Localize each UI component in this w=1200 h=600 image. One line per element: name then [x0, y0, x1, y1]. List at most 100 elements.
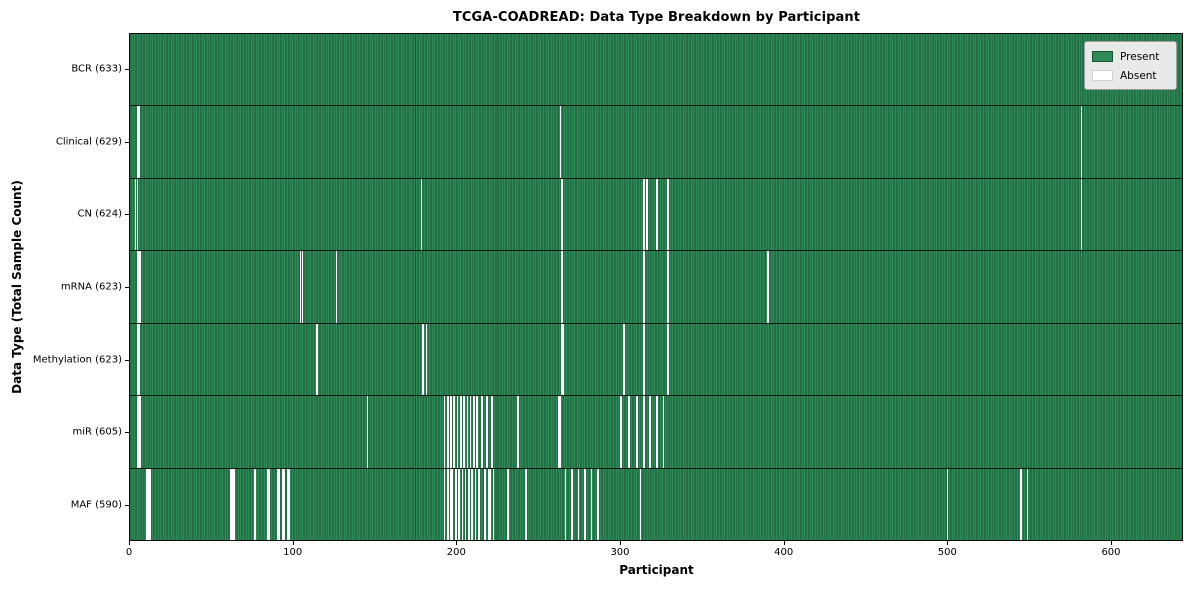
x-tick-label: 400	[774, 547, 794, 558]
x-tick-label: 600	[1101, 547, 1121, 558]
row-band-clinical	[130, 106, 1182, 179]
row-band-maf	[130, 468, 1182, 540]
y-tick-mark	[125, 141, 129, 143]
absent-stripe	[281, 468, 284, 540]
absent-stripe	[628, 396, 630, 468]
absent-stripe	[1080, 106, 1083, 178]
absent-stripe	[767, 251, 769, 323]
absent-stripe	[425, 323, 428, 396]
x-tick-mark	[456, 541, 458, 545]
absent-stripe	[1080, 178, 1083, 251]
absent-stripe	[464, 468, 467, 540]
x-tick-mark	[129, 541, 130, 545]
legend-entry-absent: Absent	[1092, 66, 1169, 85]
y-tick-mark	[125, 432, 129, 434]
row-band-mrna	[130, 251, 1182, 324]
plot-area	[129, 33, 1183, 541]
absent-stripe	[623, 323, 625, 396]
absent-stripe	[232, 468, 235, 540]
absent-stripe	[597, 468, 599, 540]
y-tick-label-methylation: Methylation (623)	[32, 354, 122, 366]
chart-title: TCGA-COADREAD: Data Type Breakdown by Pa…	[452, 10, 861, 25]
y-tick-label-bcr: BCR (633)	[71, 63, 122, 75]
absent-stripe	[620, 396, 622, 468]
absent-stripe	[646, 178, 648, 251]
y-tick-label-cn: CN (624)	[77, 208, 122, 220]
absent-stripe	[492, 468, 495, 540]
absent-stripe	[286, 468, 289, 540]
legend-entry-present: Present	[1092, 47, 1169, 66]
absent-stripe	[662, 396, 665, 468]
absent-stripe	[584, 468, 586, 540]
absent-stripe	[461, 468, 464, 540]
absent-stripe	[484, 468, 487, 540]
absent-stripe	[642, 323, 645, 396]
absent-stripe	[229, 468, 232, 540]
absent-stripe	[642, 178, 645, 251]
legend-swatch-present	[1092, 51, 1113, 62]
x-tick-label: 200	[446, 547, 466, 558]
y-tick-label-mir: miR (605)	[72, 426, 122, 438]
absent-stripe	[667, 251, 670, 323]
absent-stripe	[147, 468, 150, 540]
absent-stripe	[278, 468, 281, 540]
absent-stripe	[571, 468, 573, 540]
absent-stripe	[561, 323, 563, 396]
absent-stripe	[557, 396, 560, 468]
legend-label: Present	[1120, 50, 1160, 63]
absent-stripe	[443, 396, 446, 468]
absent-stripe	[138, 323, 140, 396]
absent-stripe	[458, 468, 460, 540]
absent-stripe	[459, 396, 462, 468]
x-tick-label: 100	[283, 547, 303, 558]
absent-stripe	[450, 396, 452, 468]
absent-stripe	[288, 468, 291, 540]
absent-stripe	[481, 396, 483, 468]
absent-stripe	[517, 396, 519, 468]
x-tick-label: 300	[610, 547, 630, 558]
absent-stripe	[268, 468, 271, 540]
absent-stripe	[267, 468, 269, 540]
y-tick-mark	[125, 214, 129, 216]
absent-stripe	[667, 323, 670, 396]
absent-stripe	[656, 178, 658, 251]
absent-stripe	[564, 468, 567, 540]
absent-stripe	[474, 468, 477, 540]
absent-stripe	[559, 396, 562, 468]
y-axis-label: Data Type (Total Sample Count)	[10, 180, 24, 394]
y-tick-label-mrna: mRNA (623)	[60, 281, 122, 293]
absent-stripe	[422, 323, 424, 396]
x-tick-mark	[947, 541, 949, 545]
absent-stripe	[136, 251, 139, 323]
row-band-cn	[130, 178, 1182, 252]
absent-stripe	[420, 178, 423, 251]
legend-label: Absent	[1120, 69, 1157, 82]
absent-stripe	[453, 396, 456, 468]
absent-stripe	[649, 396, 652, 468]
y-tick-mark	[125, 287, 129, 288]
absent-stripe	[469, 396, 472, 468]
y-tick-mark	[125, 359, 129, 361]
absent-stripe	[471, 468, 473, 540]
y-tick-mark	[125, 69, 129, 71]
absent-stripe	[283, 468, 286, 540]
absent-stripe	[491, 396, 493, 468]
absent-stripe	[446, 468, 449, 540]
absent-stripe	[562, 323, 565, 396]
absent-stripe	[366, 396, 369, 468]
y-tick-label-clinical: Clinical (629)	[55, 136, 122, 148]
absent-stripe	[277, 468, 279, 540]
x-tick-mark	[619, 541, 621, 545]
absent-stripe	[489, 468, 491, 540]
absent-stripe	[316, 323, 318, 396]
absent-stripe	[507, 468, 509, 540]
absent-stripe	[656, 396, 658, 468]
absent-stripe	[667, 178, 670, 251]
absent-stripe	[146, 468, 148, 540]
x-tick-label: 0	[125, 547, 133, 558]
absent-stripe	[299, 251, 302, 323]
absent-stripe	[466, 396, 469, 468]
absent-stripe	[590, 468, 593, 540]
absent-stripe	[577, 468, 580, 540]
